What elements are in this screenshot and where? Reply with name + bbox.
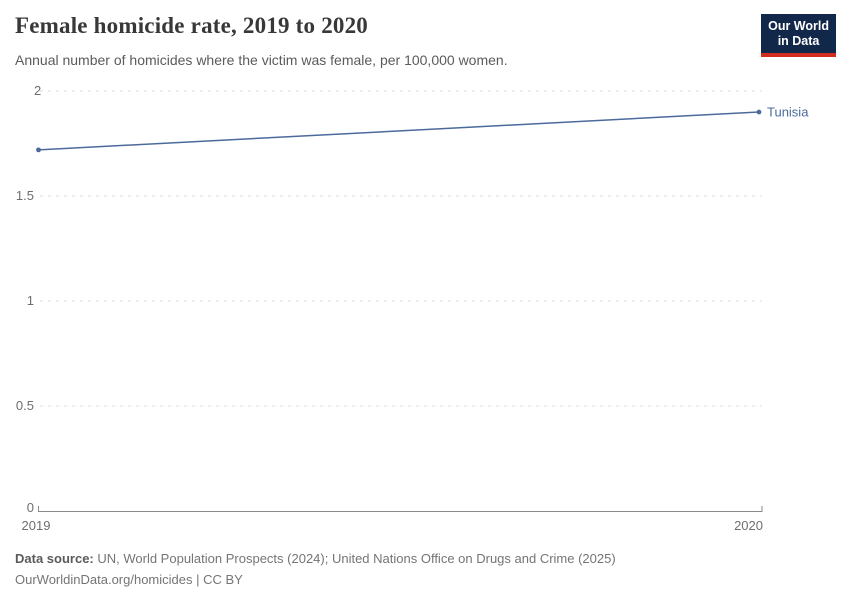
ytick-0: 0 [27, 500, 34, 515]
data-source-text: UN, World Population Prospects (2024); U… [93, 551, 616, 566]
ytick-0-5: 0.5 [16, 398, 34, 413]
x-axis [38, 506, 763, 512]
license-link-line[interactable]: OurWorldinData.org/homicides | CC BY [15, 572, 243, 587]
tunisia-series-label[interactable]: Tunisia [767, 105, 809, 120]
chart-footer: Data source: UN, World Population Prospe… [15, 548, 616, 590]
tunisia-line[interactable] [38, 111, 760, 151]
ytick-1-5: 1.5 [16, 188, 34, 203]
xtick-2019: 2019 [22, 518, 51, 533]
tunisia-end-point[interactable] [756, 109, 762, 115]
chart-title: Female homicide rate, 2019 to 2020 [15, 13, 368, 38]
owid-logo-line2: in Data [777, 33, 820, 48]
owid-logo-line1: Our World [768, 19, 829, 33]
tunisia-start-point[interactable] [36, 147, 41, 153]
ytick-1: 1 [27, 293, 34, 308]
data-source-label: Data source: [15, 551, 94, 566]
owid-logo[interactable]: Our World in Data [761, 14, 836, 57]
data-source-line: Data source: UN, World Population Prospe… [15, 548, 616, 569]
chart-subtitle: Annual number of homicides where the vic… [15, 52, 508, 68]
xtick-2020: 2020 [734, 518, 763, 533]
ytick-2: 2 [34, 83, 41, 98]
